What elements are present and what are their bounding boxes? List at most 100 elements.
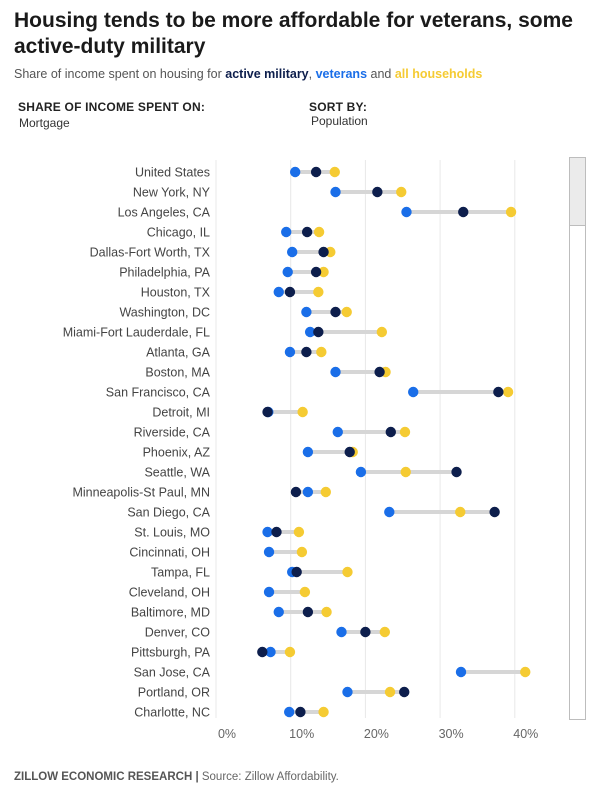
point-active-military bbox=[290, 486, 302, 498]
category-label: Charlotte, NC bbox=[134, 706, 210, 720]
point-veterans bbox=[332, 426, 343, 438]
point-active-military bbox=[385, 426, 396, 438]
point-active-military bbox=[458, 206, 469, 218]
point-all-households bbox=[379, 626, 391, 638]
category-label: Atlanta, GA bbox=[146, 346, 211, 360]
point-active-military bbox=[301, 226, 313, 238]
legend-veterans: veterans bbox=[315, 67, 368, 81]
point-veterans bbox=[302, 486, 314, 498]
subtitle-sep-2: and bbox=[367, 67, 395, 81]
category-label: San Francisco, CA bbox=[106, 386, 211, 400]
point-active-military bbox=[344, 446, 355, 458]
category-label: Pittsburgh, PA bbox=[131, 646, 211, 660]
point-active-military bbox=[330, 306, 341, 318]
point-veterans bbox=[330, 366, 341, 378]
category-label: New York, NY bbox=[133, 186, 211, 200]
category-label: St. Louis, MO bbox=[134, 526, 210, 540]
category-label: Detroit, MI bbox=[152, 406, 210, 420]
point-all-households bbox=[299, 586, 311, 598]
subtitle-sep-1: , bbox=[308, 67, 316, 81]
point-all-households bbox=[502, 386, 514, 398]
point-all-households bbox=[318, 706, 329, 718]
point-all-households bbox=[313, 226, 325, 238]
point-all-households bbox=[321, 606, 332, 618]
point-active-military bbox=[318, 246, 329, 258]
category-label: Miami-Fort Lauderdale, FL bbox=[63, 326, 210, 340]
category-label: Tampa, FL bbox=[151, 566, 210, 580]
category-label: Dallas-Fort Worth, TX bbox=[90, 246, 211, 260]
subtitle-prefix: Share of income spent on housing for bbox=[14, 67, 226, 81]
point-veterans bbox=[408, 386, 419, 398]
point-active-military bbox=[284, 286, 296, 298]
point-veterans bbox=[336, 626, 347, 638]
category-label: Washington, DC bbox=[119, 306, 210, 320]
category-label: Minneapolis-St Paul, MN bbox=[72, 486, 210, 500]
category-label: Cleveland, OH bbox=[129, 586, 210, 600]
point-active-military bbox=[262, 406, 273, 418]
point-active-military bbox=[374, 366, 385, 378]
point-all-households bbox=[376, 326, 388, 338]
legend-all-households: all households bbox=[394, 67, 483, 81]
point-veterans bbox=[455, 666, 467, 678]
chart-title: Housing tends to be more affordable for … bbox=[14, 9, 573, 58]
point-all-households bbox=[505, 206, 517, 218]
point-active-military bbox=[399, 686, 410, 698]
category-label: San Jose, CA bbox=[134, 666, 211, 680]
category-label: Phoenix, AZ bbox=[143, 446, 211, 460]
scrollbar-thumb[interactable] bbox=[570, 158, 585, 226]
point-active-military bbox=[271, 526, 282, 538]
category-label: Philadelphia, PA bbox=[119, 266, 210, 280]
x-tick-label: 30% bbox=[439, 727, 464, 741]
point-all-households bbox=[284, 646, 296, 658]
category-label: Cincinnati, OH bbox=[129, 546, 210, 560]
x-tick-label: 20% bbox=[364, 727, 389, 741]
point-active-military bbox=[372, 186, 383, 198]
point-veterans bbox=[263, 586, 275, 598]
point-all-households bbox=[293, 526, 305, 538]
point-all-households bbox=[341, 306, 352, 318]
dot-range-chart: 0% 10% 20% 30% 40% United States New York, NY L… bbox=[63, 160, 538, 741]
category-label: Portland, OR bbox=[138, 686, 210, 700]
point-veterans bbox=[263, 546, 275, 558]
point-active-military bbox=[310, 166, 322, 178]
point-veterans bbox=[265, 646, 276, 658]
point-all-households bbox=[455, 506, 466, 518]
point-all-households bbox=[396, 186, 407, 198]
point-all-households bbox=[520, 666, 531, 678]
point-all-households bbox=[400, 466, 411, 478]
point-veterans bbox=[286, 246, 298, 258]
scrollbar-track[interactable] bbox=[569, 157, 586, 720]
point-veterans bbox=[284, 706, 295, 718]
share-of-income-dropdown[interactable]: Mortgage bbox=[19, 116, 70, 130]
point-veterans bbox=[284, 346, 296, 358]
footer-source: Source: Zillow Affordability. bbox=[198, 771, 339, 783]
x-tick-label: 0% bbox=[218, 727, 236, 741]
sort-by-dropdown[interactable]: Population bbox=[311, 114, 368, 128]
point-veterans bbox=[401, 206, 412, 218]
point-all-households bbox=[313, 286, 324, 298]
point-all-households bbox=[399, 426, 411, 438]
category-label: San Diego, CA bbox=[127, 506, 210, 520]
point-active-military bbox=[493, 386, 504, 398]
point-veterans bbox=[355, 466, 367, 478]
sort-by-label: SORT BY: bbox=[309, 100, 368, 114]
category-label: Houston, TX bbox=[141, 286, 211, 300]
point-active-military bbox=[489, 506, 500, 518]
point-active-military bbox=[302, 606, 314, 618]
category-label: Denver, CO bbox=[145, 626, 211, 640]
category-label: Los Angeles, CA bbox=[118, 206, 211, 220]
point-all-households bbox=[384, 686, 396, 698]
point-veterans bbox=[289, 166, 301, 178]
point-active-military bbox=[295, 706, 306, 718]
legend-active-military: active military bbox=[225, 67, 309, 81]
point-all-households bbox=[320, 486, 332, 498]
point-all-households bbox=[297, 406, 308, 418]
footer-brand: ZILLOW ECONOMIC RESEARCH | bbox=[14, 771, 199, 783]
point-active-military bbox=[257, 646, 268, 658]
category-label: Boston, MA bbox=[145, 366, 210, 380]
category-label: Seattle, WA bbox=[144, 466, 210, 480]
category-label: Riverside, CA bbox=[134, 426, 211, 440]
point-veterans bbox=[262, 526, 273, 538]
point-all-households bbox=[296, 546, 308, 558]
point-active-military bbox=[301, 346, 312, 358]
